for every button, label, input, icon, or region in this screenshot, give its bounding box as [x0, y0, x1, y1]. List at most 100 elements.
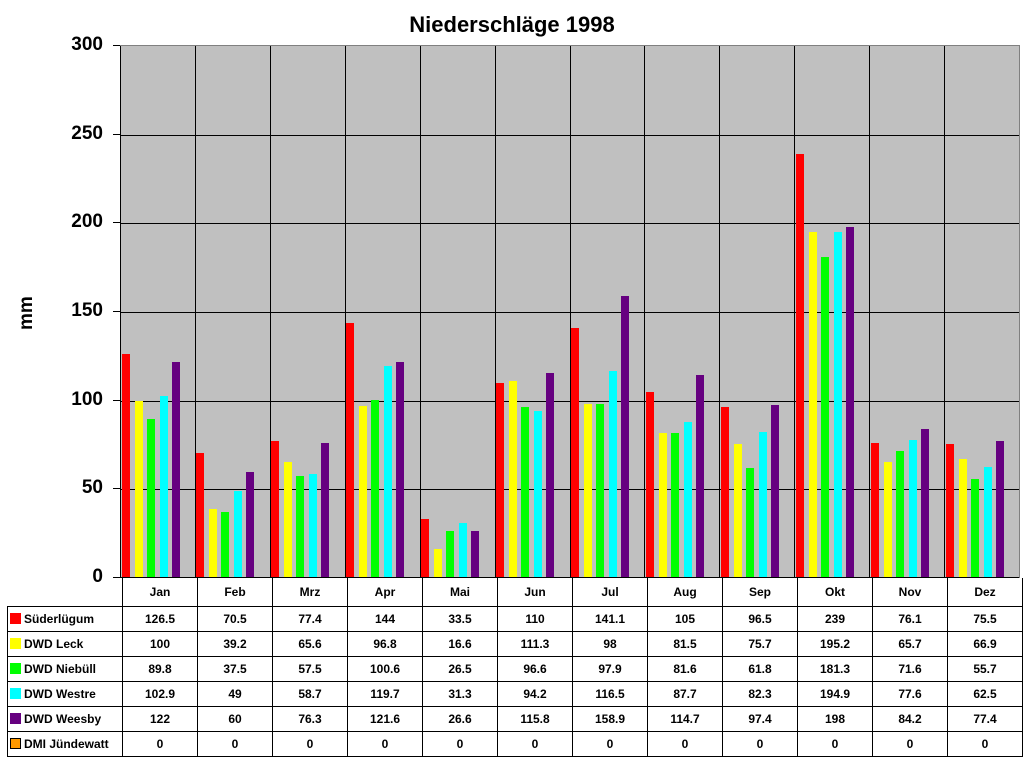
table-cell: 100.6 [347, 656, 423, 682]
table-cell: 0 [497, 731, 573, 757]
legend-entry: DMI Jündewatt [7, 731, 123, 757]
bar-dwd-westre-nov [908, 440, 917, 578]
bar-dwd-weesby-mrz [321, 442, 330, 578]
table-cell: 110 [497, 606, 573, 632]
bar-dwd-weesby-jan [171, 361, 180, 578]
month-header: Mai [422, 578, 498, 607]
table-cell: 116.5 [572, 681, 648, 707]
table-cell: 239 [797, 606, 873, 632]
bar-dwd-westre-dez [983, 467, 992, 578]
bar-dwd-weesby-sep [770, 405, 779, 578]
bar-dwd-westre-sep [758, 432, 767, 578]
table-cell: 55.7 [947, 656, 1023, 682]
table-cell: 96.8 [347, 631, 423, 657]
y-tick-mark [113, 311, 120, 312]
bar-s-derl-gum-apr [346, 322, 355, 578]
bar-dwd-leck-jul [584, 404, 592, 578]
bar-dwd-weesby-aug [695, 374, 704, 578]
vertical-gridline [719, 46, 721, 578]
bar-dwd-leck-okt [808, 231, 817, 578]
y-tick-label: 0 [92, 566, 103, 587]
bar-s-derl-gum-mrz [271, 440, 280, 578]
bar-dwd-weesby-jul [621, 296, 629, 578]
month-header: Okt [797, 578, 873, 607]
bar-dwd-leck-nov [883, 461, 892, 578]
y-tick-label: 50 [81, 477, 103, 499]
y-tick-mark [113, 133, 120, 135]
vertical-gridline [269, 46, 271, 578]
y-tick-label: 300 [71, 34, 103, 55]
table-row: DWD Weesby 122 60 76.3 121.6 26.6 115.8 158.9 11… [7, 706, 1023, 732]
bar-dwd-leck-dez [958, 459, 967, 578]
table-cell: 0 [647, 731, 723, 757]
bar-dwd-nieb-ll-aug [670, 433, 679, 578]
table-cell: 65.6 [272, 631, 348, 657]
table-cell: 77.4 [947, 706, 1023, 732]
bar-dwd-weesby-dez [995, 440, 1004, 578]
month-header: Aug [647, 578, 723, 607]
table-cell: 121.6 [347, 706, 423, 732]
legend-entry: DWD Westre [7, 681, 123, 707]
table-cell: 102.9 [122, 681, 198, 707]
vertical-gridline [944, 46, 946, 578]
bar-dwd-weesby-apr [396, 362, 405, 578]
month-header: Jun [497, 578, 573, 607]
bar-dwd-nieb-ll-jun [521, 406, 530, 578]
table-cell: 76.1 [872, 606, 948, 632]
month-header: Jul [572, 578, 648, 607]
legend-label: Süderlügum [24, 612, 95, 626]
bar-s-derl-gum-feb [196, 452, 205, 578]
table-cell: 141.1 [572, 606, 648, 632]
bar-dwd-leck-aug [658, 433, 667, 578]
y-tick-mark [113, 222, 120, 224]
table-cell: 57.5 [272, 656, 348, 682]
vertical-gridline [344, 46, 346, 578]
bar-s-derl-gum-aug [645, 391, 654, 578]
table-cell: 119.7 [347, 681, 423, 707]
vertical-gridline [120, 46, 121, 578]
table-cell: 111.3 [497, 631, 573, 657]
table-row: DWD Leck 100 39.2 65.6 96.8 16.6 111.3 98 81.5 75… [7, 631, 1023, 657]
bar-dwd-nieb-ll-mai [446, 531, 455, 578]
table-cell: 70.5 [197, 606, 273, 632]
table-cell: 81.6 [647, 656, 723, 682]
bar-dwd-westre-jul [609, 371, 617, 578]
y-tick-label: 100 [71, 388, 103, 410]
table-cell: 0 [872, 731, 948, 757]
table-cell: 100 [122, 631, 198, 657]
legend-key-icon [10, 688, 21, 699]
month-header: Jan [122, 578, 198, 607]
table-cell: 115.8 [497, 706, 573, 732]
bar-dwd-leck-feb [209, 508, 218, 578]
vertical-gridline [569, 46, 571, 578]
data-table: Jan Feb Mrz Apr Mai Jun Jul Aug Sep Okt Nov Dez Süde… [7, 578, 1023, 757]
bar-dwd-westre-jun [534, 410, 543, 578]
bar-s-derl-gum-nov [870, 443, 879, 578]
bar-dwd-westre-jan [159, 395, 168, 578]
vertical-gridline [794, 46, 796, 578]
table-cell: 105 [647, 606, 723, 632]
vertical-gridline [194, 46, 196, 578]
bar-s-derl-gum-okt [795, 154, 804, 578]
bar-dwd-nieb-ll-feb [221, 511, 230, 578]
bar-dwd-nieb-ll-apr [371, 399, 380, 578]
table-cell: 49 [197, 681, 273, 707]
y-tick-mark [113, 488, 120, 490]
month-header: Apr [347, 578, 423, 607]
table-cell: 96.6 [497, 656, 573, 682]
table-cell: 158.9 [572, 706, 648, 732]
table-cell: 87.7 [647, 681, 723, 707]
table-cell: 62.5 [947, 681, 1023, 707]
bar-dwd-weesby-jun [546, 372, 555, 578]
table-row: DWD Westre 102.9 49 58.7 119.7 31.3 94.2 116.5 8… [7, 681, 1023, 707]
table-cell: 66.9 [947, 631, 1023, 657]
table-cell: 65.7 [872, 631, 948, 657]
bar-dwd-leck-apr [359, 406, 368, 578]
y-axis-label: mm [16, 296, 37, 330]
table-cell: 0 [272, 731, 348, 757]
table-cell: 31.3 [422, 681, 498, 707]
bar-s-derl-gum-jun [496, 382, 505, 578]
table-cell: 194.9 [797, 681, 873, 707]
bar-dwd-leck-jan [134, 400, 143, 578]
legend-key-icon [10, 613, 21, 624]
